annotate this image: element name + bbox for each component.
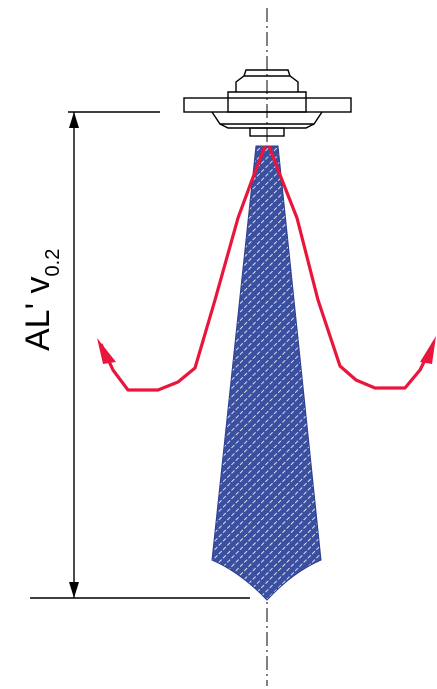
radiation-curve xyxy=(99,145,436,392)
dim-arrow-bottom xyxy=(69,582,79,598)
arrow-head-left xyxy=(97,338,116,364)
dimension-label-subscript: 0.2 xyxy=(42,248,64,277)
dimension-lines xyxy=(30,111,250,599)
arrow-head-right xyxy=(420,336,436,364)
light-beam xyxy=(211,145,322,601)
dimension-label-main: AL' v xyxy=(19,276,57,351)
lamp-component xyxy=(183,69,352,137)
dimension-label: AL' v0.2 xyxy=(19,249,64,351)
dim-arrow-top xyxy=(69,112,79,128)
